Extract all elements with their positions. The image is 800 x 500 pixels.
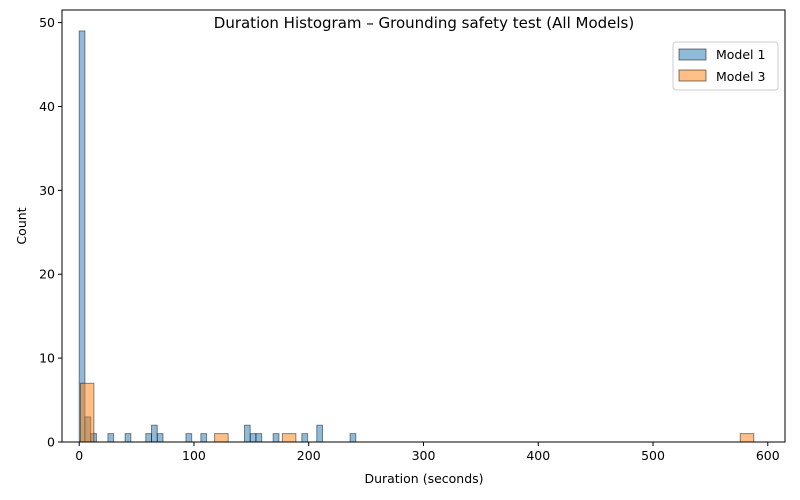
x-tick-label: 400: [526, 448, 550, 463]
histogram-bar-series-1-12: [255, 433, 263, 443]
histogram-bar-series-1-5: [145, 433, 153, 443]
histogram-bar-series-2-3: [739, 433, 755, 443]
histogram-bar-series-1-16: [349, 433, 357, 443]
histogram-bar-series-1-14: [301, 433, 309, 443]
x-axis-ticks: 0 100 200 300 400 500 600: [75, 442, 780, 463]
histogram-bar-series-1-0: [78, 30, 86, 443]
histogram-bar-series-1-3: [107, 433, 115, 443]
y-tick-label: 40: [39, 99, 55, 114]
x-tick-label: 500: [641, 448, 665, 463]
histogram-bar-series-1-4: [124, 433, 132, 443]
model-3-bars: [79, 382, 755, 443]
x-tick-label: 600: [756, 448, 780, 463]
y-axis-ticks: 0 10 20 30 40 50: [39, 15, 62, 450]
y-tick-label: 50: [39, 15, 55, 30]
y-axis-label: Count: [14, 207, 29, 244]
histogram-bar-series-2-1: [214, 433, 229, 443]
y-tick-label: 20: [39, 267, 55, 282]
chart-title: Duration Histogram – Grounding safety te…: [214, 14, 634, 32]
histogram-bar-series-1-6: [151, 424, 158, 443]
histogram-bar-series-1-15: [316, 424, 324, 443]
legend-label-model-1: Model 1: [716, 47, 765, 62]
histogram-bar-series-1-8: [185, 433, 193, 443]
histogram-bar-series-2-0: [79, 382, 95, 443]
x-axis-label: Duration (seconds): [364, 471, 483, 486]
histogram-bar-series-1-10: [243, 424, 251, 443]
y-tick-label: 10: [39, 351, 55, 366]
legend-swatch-model-3: [678, 69, 707, 82]
histogram-bar-series-2-2: [281, 433, 297, 443]
y-tick-label: 0: [47, 435, 55, 450]
histogram-bar-series-1-9: [200, 433, 208, 443]
histogram-bar-series-1-7: [156, 433, 164, 443]
x-tick-label: 0: [75, 448, 83, 463]
x-tick-label: 200: [297, 448, 321, 463]
legend: Model 1 Model 3: [672, 41, 779, 91]
histogram-bar-series-1-13: [272, 433, 280, 443]
y-tick-label: 30: [39, 183, 55, 198]
legend-swatch-model-1: [678, 48, 707, 61]
x-tick-label: 100: [182, 448, 206, 463]
histogram-bar-series-1-11: [249, 433, 257, 443]
legend-label-model-3: Model 3: [716, 69, 765, 84]
x-tick-label: 300: [412, 448, 436, 463]
